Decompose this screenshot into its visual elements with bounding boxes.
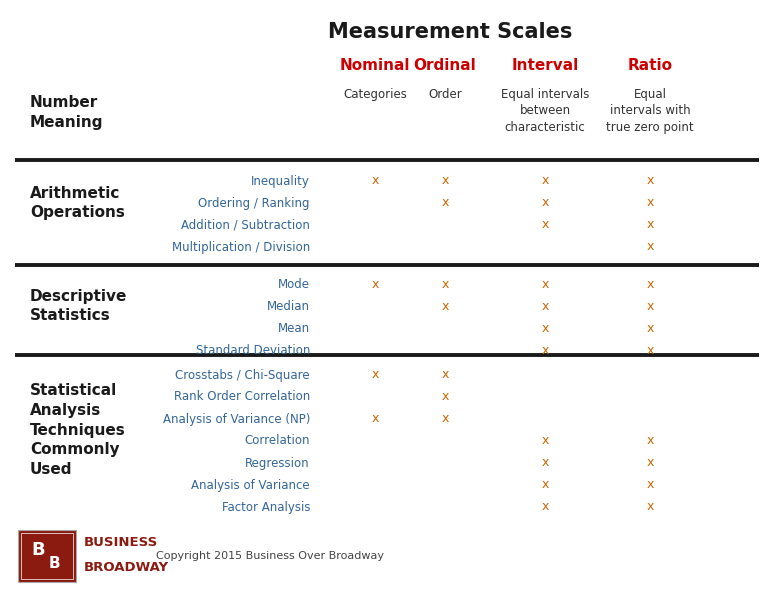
Text: Equal intervals
between
characteristic: Equal intervals between characteristic (501, 88, 589, 134)
Text: x: x (646, 240, 654, 253)
Text: x: x (541, 456, 549, 469)
Text: Correlation: Correlation (245, 434, 310, 447)
Text: x: x (372, 368, 378, 381)
Text: Mean: Mean (278, 321, 310, 334)
Text: x: x (646, 500, 654, 513)
Text: x: x (646, 299, 654, 312)
Text: BROADWAY: BROADWAY (84, 561, 170, 574)
Bar (18, 530, 76, 582)
Text: x: x (646, 218, 654, 231)
Text: Rank Order Correlation: Rank Order Correlation (173, 390, 310, 403)
Text: Order: Order (428, 88, 462, 101)
Text: x: x (541, 321, 549, 334)
Text: Multiplication / Division: Multiplication / Division (172, 240, 310, 253)
Text: Standard Deviation: Standard Deviation (196, 343, 310, 356)
Text: Categories: Categories (343, 88, 407, 101)
Text: x: x (646, 277, 654, 290)
Text: x: x (372, 277, 378, 290)
Text: Analysis of Variance: Analysis of Variance (191, 478, 310, 491)
Text: Factor Analysis: Factor Analysis (221, 500, 310, 513)
Text: Number
Meaning: Number Meaning (30, 95, 104, 130)
Text: x: x (541, 500, 549, 513)
Text: x: x (541, 277, 549, 290)
Text: x: x (646, 456, 654, 469)
Text: Copyright 2015 Business Over Broadway: Copyright 2015 Business Over Broadway (156, 551, 384, 561)
Text: x: x (441, 174, 449, 187)
Text: x: x (646, 321, 654, 334)
Text: Measurement Scales: Measurement Scales (328, 22, 572, 42)
Text: B: B (32, 541, 45, 559)
Text: Ordinal: Ordinal (413, 58, 476, 73)
Text: x: x (646, 478, 654, 491)
Text: x: x (441, 277, 449, 290)
Text: B: B (48, 556, 60, 571)
Text: x: x (441, 368, 449, 381)
Text: x: x (541, 434, 549, 447)
Text: x: x (646, 343, 654, 356)
Text: Mode: Mode (278, 277, 310, 290)
Text: x: x (441, 196, 449, 209)
Text: x: x (541, 299, 549, 312)
Text: x: x (541, 343, 549, 356)
Text: x: x (541, 218, 549, 231)
Text: x: x (541, 478, 549, 491)
Text: x: x (541, 196, 549, 209)
Text: x: x (646, 434, 654, 447)
Text: x: x (441, 299, 449, 312)
Text: Arithmetic
Operations: Arithmetic Operations (30, 186, 125, 220)
Text: Ratio: Ratio (628, 58, 673, 73)
Text: Median: Median (267, 299, 310, 312)
Text: x: x (441, 390, 449, 403)
Text: x: x (372, 412, 378, 425)
Text: x: x (372, 174, 378, 187)
Text: Nominal: Nominal (340, 58, 410, 73)
Text: Inequality: Inequality (251, 174, 310, 187)
Text: Descriptive
Statistics: Descriptive Statistics (30, 289, 128, 324)
Bar (21, 533, 73, 579)
Text: x: x (441, 412, 449, 425)
Text: x: x (646, 174, 654, 187)
Text: Ordering / Ranking: Ordering / Ranking (198, 196, 310, 209)
Text: Interval: Interval (512, 58, 579, 73)
Text: Statistical
Analysis
Techniques
Commonly
Used: Statistical Analysis Techniques Commonly… (30, 383, 125, 477)
Text: Regression: Regression (245, 456, 310, 469)
Text: Analysis of Variance (NP): Analysis of Variance (NP) (163, 412, 310, 425)
Text: BUSINESS: BUSINESS (84, 537, 158, 550)
Text: Addition / Subtraction: Addition / Subtraction (181, 218, 310, 231)
Text: Crosstabs / Chi-Square: Crosstabs / Chi-Square (176, 368, 310, 381)
Text: x: x (541, 174, 549, 187)
Text: Equal
intervals with
true zero point: Equal intervals with true zero point (606, 88, 694, 134)
Text: x: x (646, 196, 654, 209)
